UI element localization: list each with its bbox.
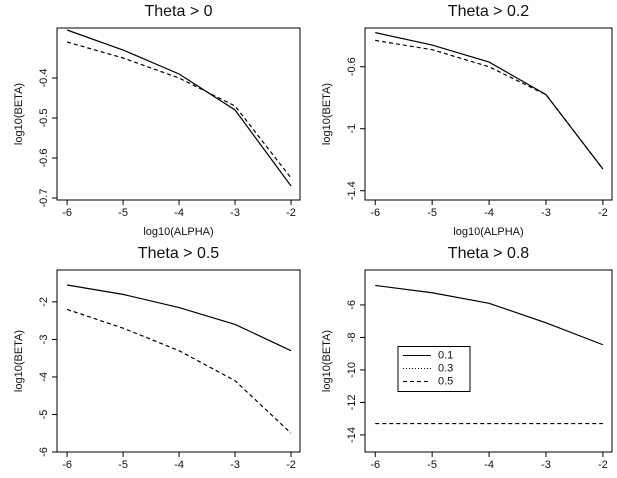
x-tick-label: -4 [484,459,494,471]
y-tick-label: -0.5 [38,109,50,128]
panel: Theta > 0.8 -6 -5 -4 -3 -2 -6 -8 -10 -12 -14 log10(… [321,245,613,471]
x-tick-label: -2 [286,459,296,471]
y-tick-label: -0.7 [38,189,50,208]
x-axis-label: log10(ALPHA) [143,226,213,238]
legend-label: 0.5 [438,375,453,387]
y-tick-label: -0.4 [38,69,50,88]
series-line [66,308,292,434]
x-tick-label: -5 [118,207,128,219]
y-tick-label: -5 [38,410,50,420]
x-tick-label: -6 [370,207,380,219]
x-tick-label: -4 [174,459,184,471]
y-tick-label: -6 [38,447,50,457]
legend-label: 0.1 [438,349,453,361]
x-tick-label: -5 [427,207,437,219]
x-tick-label: -6 [370,459,380,471]
x-tick-label: -6 [62,207,72,219]
y-tick-label: -10 [346,362,358,378]
panel: Theta > 0 -6 -5 -4 -3 -2 -0.4 -0.5 -0.6 -0.7 log10… [13,3,301,238]
panel-title: Theta > 0.8 [448,245,529,262]
panel: Theta > 0.2 -6 -5 -4 -3 -2 -0.6 -1 -1.4 log10(ALP… [321,3,613,238]
plot-frame [56,269,301,453]
x-tick-label: -4 [484,207,494,219]
legend-label: 0.3 [438,362,453,374]
plot-frame [364,269,613,453]
series-line [66,41,292,179]
y-tick-label: -2 [38,297,50,307]
y-axis-label: log10(BETA) [321,330,333,392]
x-tick-label: -2 [598,459,608,471]
plot-frame [364,27,613,201]
series-line [375,32,604,170]
y-tick-label: -12 [346,394,358,410]
x-tick-label: -5 [118,459,128,471]
x-axis-label: log10(ALPHA) [453,226,523,238]
y-tick-label: -4 [38,372,50,382]
x-tick-label: -3 [230,207,240,219]
y-tick-label: -1 [346,124,358,134]
x-tick-label: -2 [286,207,296,219]
series-line [375,284,604,346]
y-tick-label: -6 [346,300,358,310]
panel-title: Theta > 0 [144,3,212,20]
x-tick-label: -4 [174,207,184,219]
x-tick-label: -3 [541,207,551,219]
plot-frame [56,27,301,201]
y-axis-label: log10(BETA) [13,83,25,145]
x-tick-label: -2 [598,207,608,219]
x-tick-label: -3 [230,459,240,471]
y-tick-label: -0.6 [346,57,358,76]
panel-title: Theta > 0.5 [138,245,219,262]
y-tick-label: -8 [346,333,358,343]
y-tick-label: -1.4 [346,181,358,200]
y-axis-label: log10(BETA) [321,83,333,145]
legend-box [397,346,471,392]
panel: Theta > 0.5 -6 -5 -4 -3 -2 -2 -3 -4 -5 -6 log10(BET… [13,245,301,471]
series-line [66,284,292,352]
y-tick-label: -14 [346,427,358,443]
x-tick-label: -5 [427,459,437,471]
series-line [375,39,604,170]
x-tick-label: -6 [62,459,72,471]
series-line [66,29,292,187]
y-tick-label: -3 [38,335,50,345]
panel-title: Theta > 0.2 [448,3,529,20]
y-axis-label: log10(BETA) [13,330,25,392]
x-tick-label: -3 [541,459,551,471]
y-tick-label: -0.6 [38,149,50,168]
